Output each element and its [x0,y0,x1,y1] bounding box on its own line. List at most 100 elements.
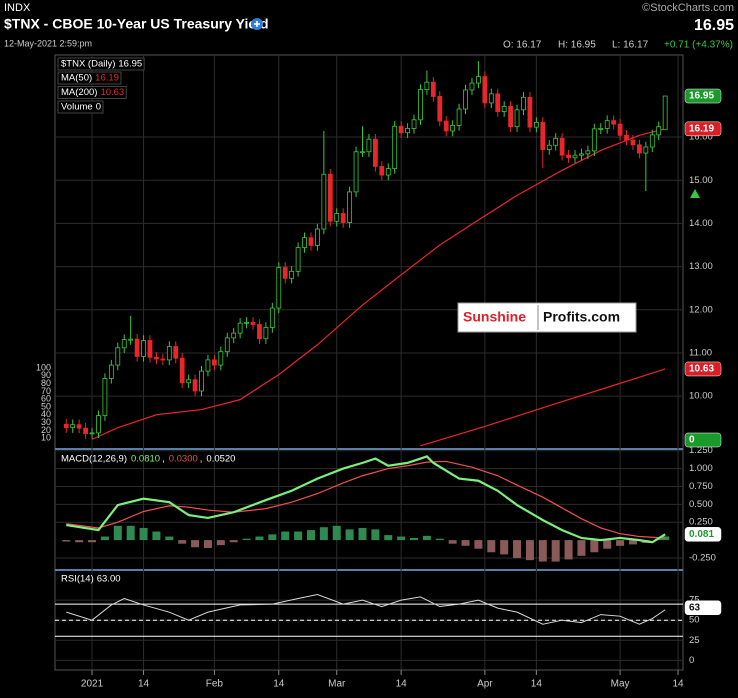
histogram-bar [358,527,367,541]
y-tick-label: 0.500 [689,499,713,510]
x-tick-label: Feb [206,679,224,690]
candle-body [553,137,559,146]
candle-body [366,138,372,153]
histogram-bar [306,530,315,541]
histogram-bar [661,536,670,541]
rsi-badge-bg [684,600,722,616]
volume-tick-label: 60 [41,394,51,404]
candle-body [649,134,655,148]
candle-body [392,125,398,169]
histogram-bar [62,540,71,542]
histogram-bar [88,540,97,543]
candle-body [205,359,211,372]
volume-tick-label: 70 [41,386,51,396]
candle-body [566,154,571,159]
candle-body [463,89,468,110]
volume-tick-label: 40 [41,409,51,419]
histogram-bar [525,540,534,561]
y-tick-label: 25 [689,635,700,646]
volume-tick-label: 10 [41,433,51,443]
y-tick-label: 14.00 [689,218,713,229]
legend-bg [57,100,104,114]
legend-bg [57,86,127,99]
y-tick-label: 1.250 [689,445,713,456]
candle-body [662,95,668,131]
histogram-bar [500,540,509,555]
legend-value: 63.00 [97,574,121,585]
candle-body [405,128,410,134]
histogram-bar [397,536,406,541]
candle-body [617,123,623,136]
rsi-badge: 63 [689,602,701,613]
candle-body [572,154,578,159]
candle-body [611,120,617,125]
x-tick-label: Apr [477,679,493,690]
candle-body [218,351,224,366]
histogram-bar [113,525,122,541]
legend-value: 0.0810 [131,454,160,465]
candle-body [540,121,546,150]
legend-label: Volume [61,102,93,113]
y-tick-label: 0 [689,655,694,666]
y-tick-label: 0.250 [689,517,713,528]
histogram-bar [577,540,586,556]
histogram-bar [616,540,625,546]
candle-body [315,228,320,246]
volume-badge: 0 [689,435,695,446]
copyright: ©StockCharts.com [642,2,734,14]
candle-body [398,125,404,134]
candle-body [591,128,597,152]
volume-tick-label: 100 [36,362,51,372]
x-tick-label: Mar [328,679,346,690]
histogram-bar [564,540,573,560]
candle-body [244,321,249,324]
candle-body [443,120,449,132]
candle-body [63,423,69,429]
candle-body [437,96,443,122]
histogram-bar [332,525,341,541]
histogram-bar [628,540,637,545]
x-tick-label: 2021 [81,679,104,690]
up-arrow [690,189,700,198]
ma-badge-bg [684,121,722,137]
y-tick-label: 11.00 [689,348,712,359]
candle-body [482,76,488,104]
candle-body [308,237,314,246]
candle-body [115,347,121,366]
candle-body [231,332,237,339]
volume-tick-label: 80 [41,378,51,388]
candle-body [276,267,282,309]
candle-body [173,346,179,359]
candle-body [211,359,217,366]
histogram-bar [294,531,303,541]
candle-body [160,358,166,361]
candle-body [282,267,288,279]
histogram-bar [100,536,109,541]
macd-badge-bg [684,527,722,542]
candle-body [179,357,185,384]
last-price: 16.95 [694,17,734,34]
candle-body [353,151,359,193]
x-tick-label: 14 [396,679,408,690]
histogram-bar [268,534,277,541]
y-tick-label: 13.00 [689,261,713,272]
candle-body [192,379,198,392]
histogram-bar [165,536,174,541]
legend-label: MA(200) [61,87,97,98]
volume-badge-bg [684,432,722,448]
candle-body [495,93,501,112]
low-price: L: 16.17 [612,40,649,51]
histogram-bar [203,540,212,548]
candle-body [501,105,507,112]
candle-body [166,346,172,361]
candle-body [630,139,636,146]
y-tick-label: 75 [689,595,700,606]
histogram-bar [178,540,187,544]
candle-body [347,191,353,223]
candle-body [128,338,134,341]
legend-label: MA(50) [61,73,92,84]
histogram-bar [75,540,84,543]
y-tick-label: 16.00 [689,132,713,143]
candle-body [321,173,327,230]
candle-body [476,76,481,84]
